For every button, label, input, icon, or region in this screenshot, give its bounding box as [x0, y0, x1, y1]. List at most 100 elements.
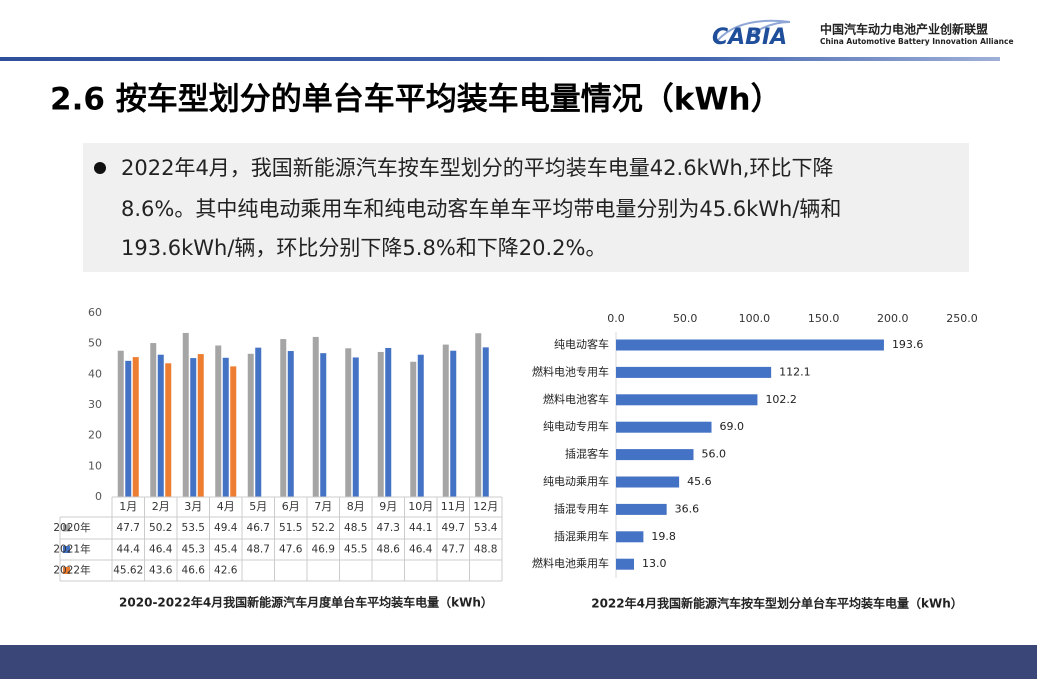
bar	[320, 353, 327, 497]
data-label: 19.8	[651, 530, 676, 543]
bar	[165, 363, 172, 497]
table-value: 46.4	[409, 544, 433, 556]
legend-swatch	[63, 524, 70, 532]
table-value: 46.4	[149, 544, 173, 556]
bar	[616, 531, 644, 543]
table-value: 47.3	[377, 522, 400, 534]
x-tick-label: 1月	[119, 500, 137, 513]
table-value: 52.2	[312, 522, 335, 534]
bar	[280, 339, 287, 497]
logo-name-cn: 中国汽车动力电池产业创新联盟	[820, 22, 988, 37]
table-value: 51.5	[279, 522, 302, 534]
bullet-line: 8.6%。其中纯电动乘用车和纯电动客车单车平均带电量分别为45.6kWh/辆和	[121, 197, 841, 221]
x-tick-label: 50.0	[673, 312, 698, 325]
y-tick-label: 纯电动客车	[554, 337, 609, 351]
data-label: 102.2	[765, 393, 797, 406]
y-tick-label: 燃料电池客车	[543, 392, 609, 406]
table-value: 46.9	[312, 544, 335, 556]
bar	[616, 421, 712, 433]
bar	[442, 344, 449, 497]
x-tick-label: 3月	[184, 500, 202, 513]
bar	[450, 350, 457, 497]
bar	[410, 361, 417, 497]
footer-band	[0, 645, 1037, 679]
header-line	[0, 57, 1000, 61]
legend-label: 2022年	[53, 564, 90, 577]
bar	[616, 503, 667, 515]
y-tick-label: 50	[88, 337, 102, 350]
chart-caption: 2020-2022年4月我国新能源汽车月度单台车平均装车电量（kWh）	[119, 595, 493, 610]
x-tick-label: 12月	[473, 500, 498, 513]
bar	[255, 347, 262, 497]
data-label: 56.0	[702, 448, 727, 461]
x-tick-label: 200.0	[877, 312, 909, 325]
x-tick-label: 0.0	[607, 312, 625, 325]
bar	[312, 336, 319, 497]
bullet-line: 2022年4月，我国新能源汽车按车型划分的平均装车电量42.6kWh,环比下降	[121, 156, 833, 180]
bar	[182, 332, 189, 497]
table-value: 49.7	[442, 522, 465, 534]
data-label: 13.0	[642, 557, 667, 570]
y-tick-label: 纯电动乘用车	[543, 474, 609, 488]
y-tick-label: 插混客车	[565, 447, 609, 461]
bar	[230, 366, 237, 497]
logo-swoosh	[717, 19, 791, 41]
data-label: 69.0	[719, 420, 744, 433]
y-tick-label: 燃料电池乘用车	[532, 556, 609, 570]
x-tick-label: 4月	[217, 500, 235, 513]
bullet-line: 193.6kWh/辆，环比分别下降5.8%和下降20.2%。	[121, 236, 607, 260]
y-tick-label: 30	[88, 398, 102, 411]
bullet-box	[83, 143, 969, 272]
bar	[385, 347, 392, 497]
bar	[377, 351, 384, 497]
table-value: 53.5	[182, 522, 205, 534]
table-value: 44.4	[117, 544, 141, 556]
bar	[616, 339, 884, 351]
legend-swatch	[63, 546, 70, 553]
legend-label: 2020年	[53, 521, 90, 534]
x-tick-label: 10月	[408, 500, 433, 513]
logo-mark: CABIA	[712, 25, 787, 50]
bar	[417, 354, 424, 497]
bar	[197, 354, 204, 497]
bar	[616, 366, 772, 378]
y-tick-label: 燃料电池专用车	[532, 364, 609, 378]
table-value: 43.6	[149, 565, 173, 577]
y-tick-label: 纯电动专用车	[543, 419, 609, 433]
table-value: 42.6	[214, 565, 238, 577]
y-tick-label: 60	[88, 306, 102, 319]
table-value: 47.6	[279, 544, 303, 556]
y-tick-label: 插混专用车	[554, 501, 609, 515]
y-tick-label: 40	[88, 367, 102, 380]
bar	[616, 476, 680, 488]
table-value: 47.7	[442, 544, 465, 556]
y-tick-label: 0	[95, 490, 102, 503]
bar	[482, 347, 489, 497]
table-value: 48.7	[247, 544, 270, 556]
logo-name-en: China Automotive Battery Innovation Alli…	[820, 37, 1014, 46]
legend-swatch	[63, 567, 70, 574]
bar	[117, 350, 124, 497]
x-tick-label: 5月	[249, 500, 267, 513]
bullet-dot	[94, 162, 106, 174]
table-value: 49.4	[214, 522, 238, 534]
x-tick-label: 7月	[314, 500, 332, 513]
x-tick-label: 9月	[379, 500, 397, 513]
bar	[157, 354, 164, 497]
bar	[287, 351, 294, 497]
table-value: 46.6	[182, 565, 206, 577]
table-value: 47.7	[117, 522, 140, 534]
bar	[215, 345, 222, 497]
table-value: 45.4	[214, 544, 238, 556]
bar	[352, 357, 359, 497]
table-value: 48.8	[474, 544, 497, 556]
slide-title: 2.6 按车型划分的单台车平均装车电量情况（kWh）	[50, 82, 782, 118]
table-value: 53.4	[474, 522, 498, 534]
table-value: 45.3	[182, 544, 205, 556]
x-tick-label: 150.0	[808, 312, 840, 325]
bar	[125, 360, 132, 497]
legend-label: 2021年	[53, 543, 90, 556]
data-label: 112.1	[779, 365, 811, 378]
bar	[475, 333, 482, 497]
